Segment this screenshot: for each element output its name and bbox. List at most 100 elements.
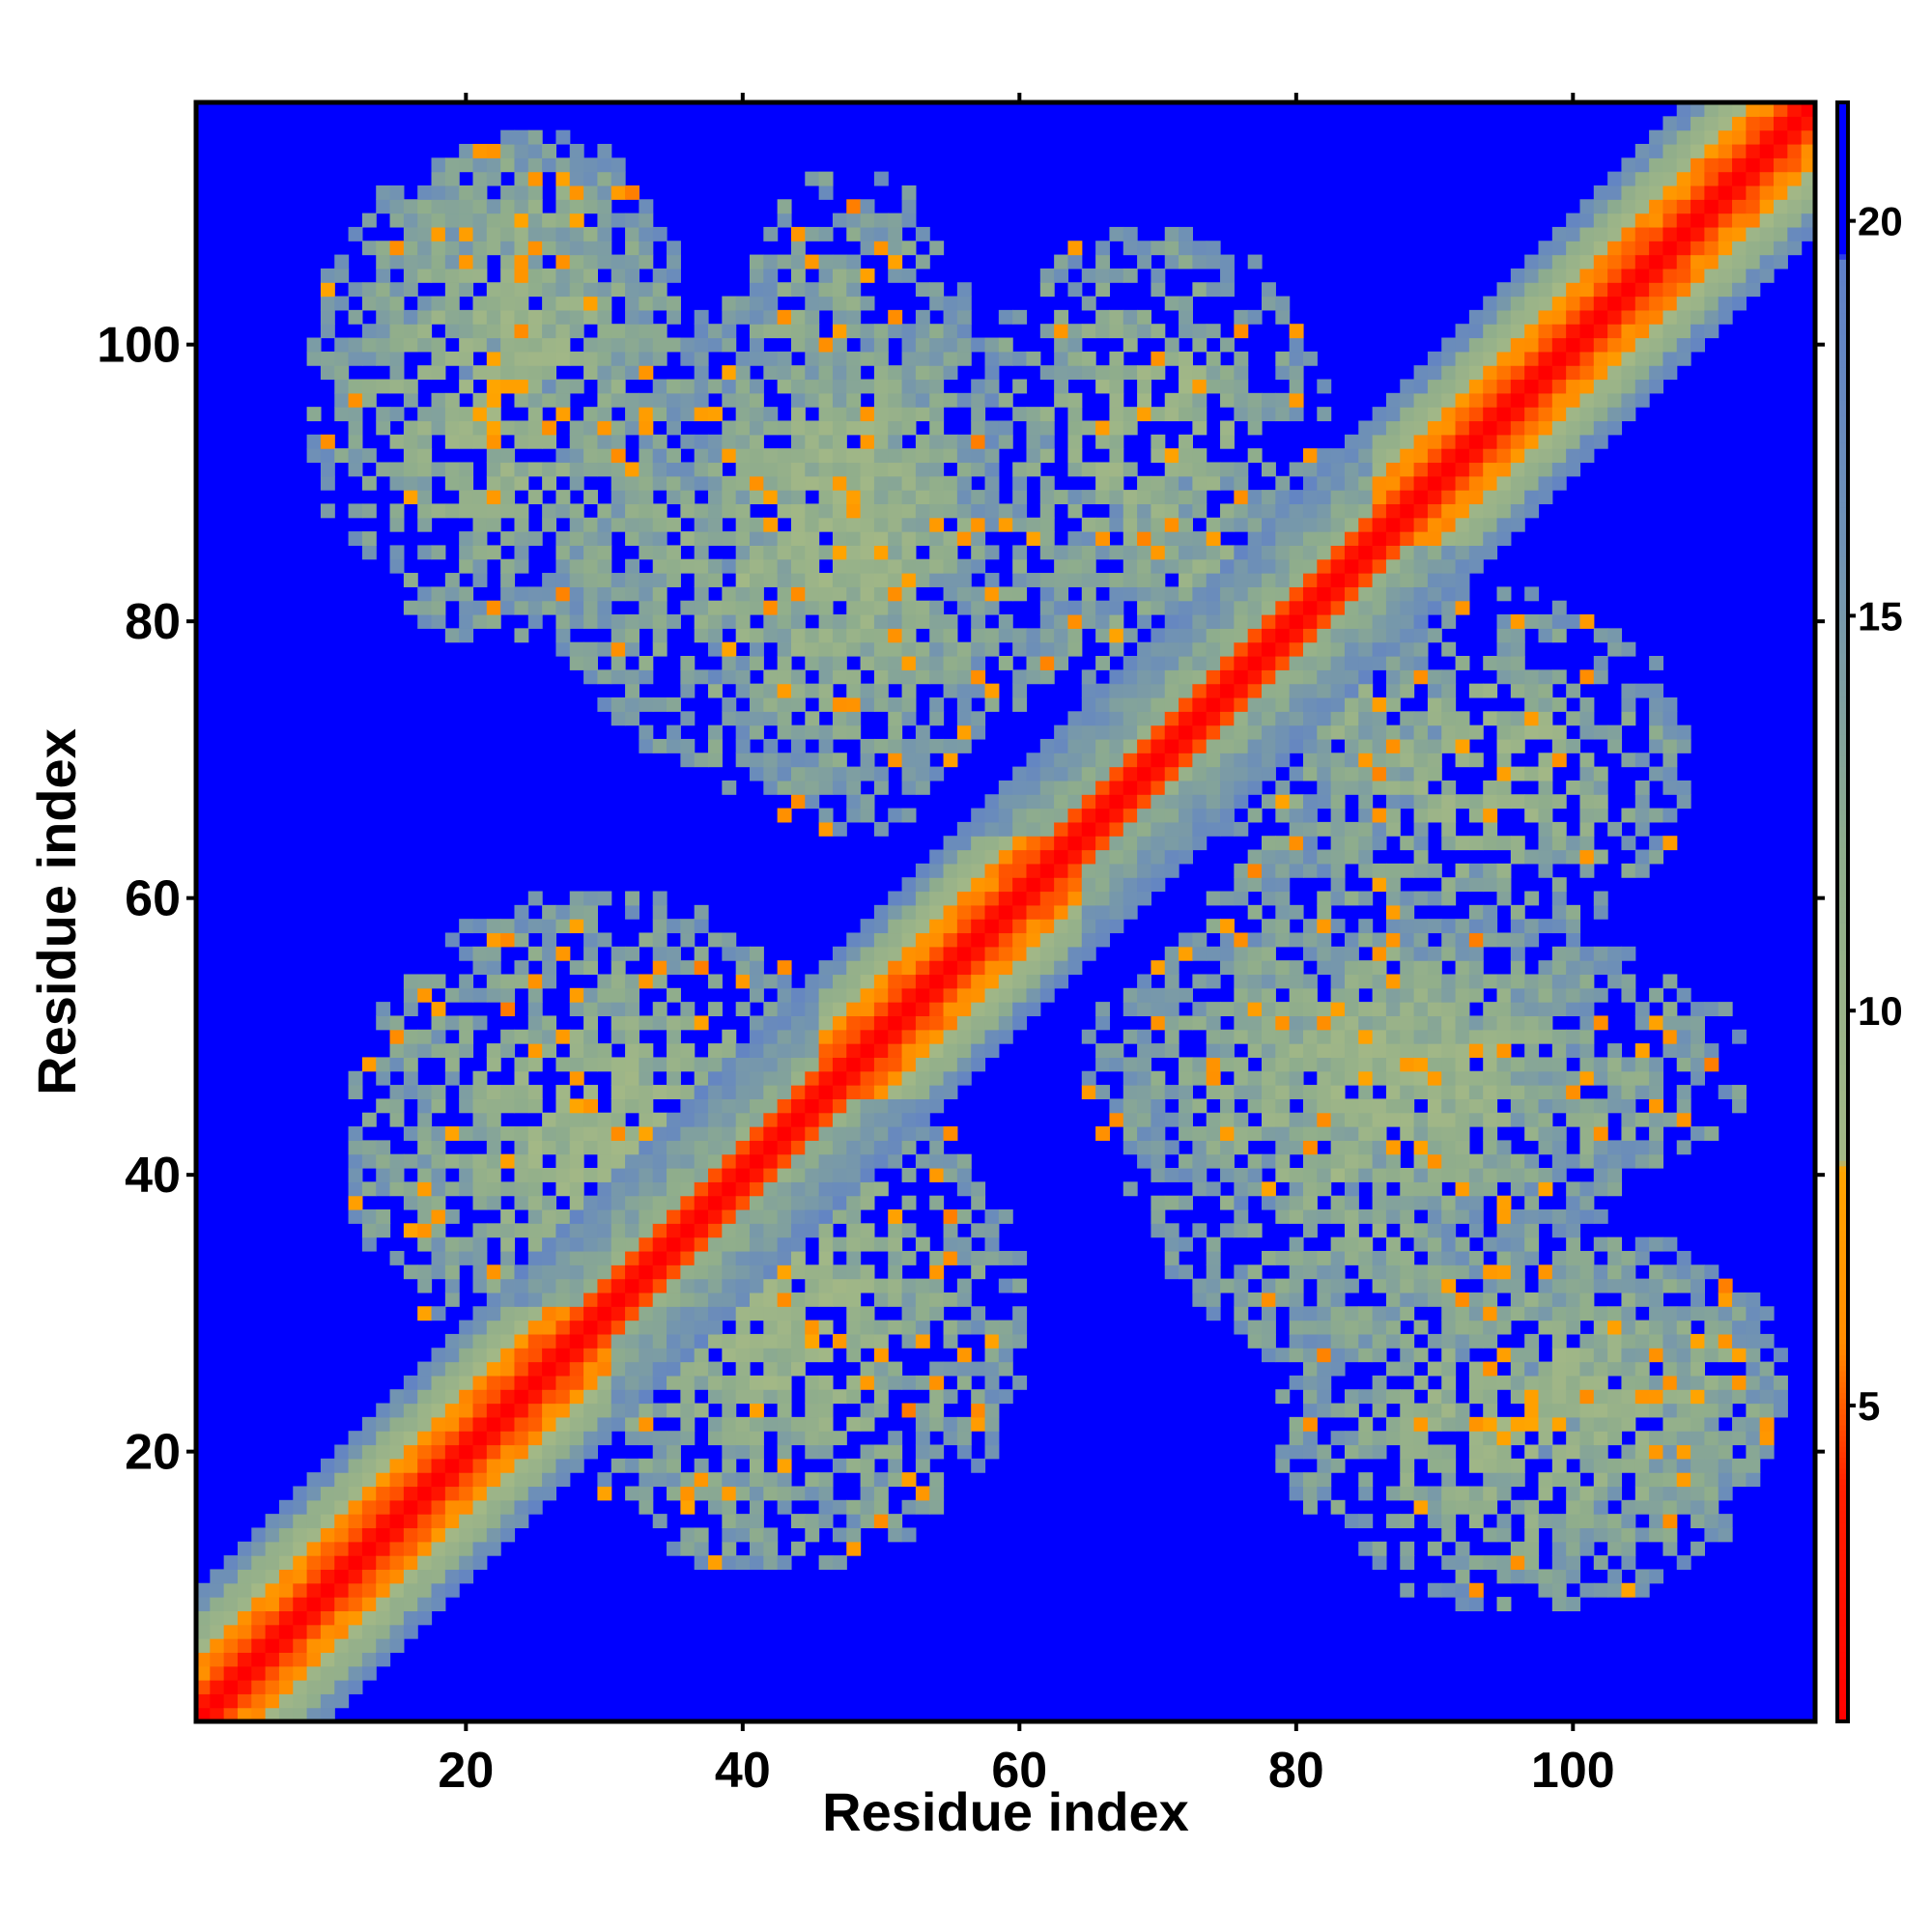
heatmap-cell <box>1081 711 1096 726</box>
heatmap-cell <box>1358 683 1374 698</box>
heatmap-cell <box>417 1610 433 1626</box>
heatmap-cell <box>527 379 543 394</box>
heatmap-cell <box>1012 586 1028 602</box>
heatmap-cell <box>680 490 696 505</box>
heatmap-cell <box>334 1610 350 1626</box>
heatmap-cell <box>915 379 930 394</box>
heatmap-cell <box>542 1168 557 1182</box>
heatmap-cell <box>1427 351 1442 366</box>
heatmap-cell <box>514 1403 529 1418</box>
heatmap-cell <box>956 448 972 464</box>
heatmap-cell <box>749 490 764 505</box>
heatmap-cell <box>417 1085 433 1099</box>
heatmap-cell <box>1344 753 1359 768</box>
heatmap-cell <box>569 1403 584 1418</box>
heatmap-cell <box>790 282 806 298</box>
heatmap-cell <box>597 503 612 519</box>
heatmap-cell <box>500 1333 516 1349</box>
heatmap-cell <box>722 503 737 519</box>
heatmap-cell <box>1151 669 1166 685</box>
heatmap-cell <box>1137 821 1152 837</box>
heatmap-cell <box>667 1015 681 1031</box>
heatmap-cell <box>1275 1070 1291 1086</box>
heatmap-cell <box>1262 987 1276 1003</box>
heatmap-cell <box>1372 946 1387 961</box>
heatmap-cell <box>1122 738 1138 753</box>
heatmap-cell <box>417 268 433 283</box>
heatmap-cell <box>639 337 654 353</box>
heatmap-cell <box>1012 849 1028 865</box>
heatmap-cell <box>1109 794 1124 810</box>
heatmap-cell <box>251 1527 267 1543</box>
heatmap-cell <box>639 1292 654 1307</box>
heatmap-cell <box>901 1320 917 1335</box>
heatmap-cell <box>860 1486 875 1501</box>
heatmap-cell <box>1262 960 1276 976</box>
heatmap-cell <box>1192 1292 1208 1307</box>
heatmap-cell <box>1164 545 1179 560</box>
heatmap-cell <box>1151 628 1166 643</box>
heatmap-cell <box>888 1278 903 1293</box>
heatmap-cell <box>984 1333 1000 1349</box>
heatmap-cell <box>1317 1486 1332 1501</box>
heatmap-cell <box>1054 268 1069 283</box>
heatmap-cell <box>459 282 474 298</box>
heatmap-cell <box>459 337 474 353</box>
heatmap-cell <box>417 490 433 505</box>
heatmap-cell <box>832 1126 847 1141</box>
heatmap-cell <box>749 1527 764 1543</box>
heatmap-cell <box>763 407 779 422</box>
heatmap-cell <box>320 1472 335 1488</box>
heatmap-cell <box>1095 753 1111 768</box>
heatmap-cell <box>1137 241 1152 256</box>
heatmap-cell <box>403 462 418 477</box>
heatmap-cell <box>583 462 599 477</box>
heatmap-cell <box>417 407 433 422</box>
heatmap-cell <box>1081 932 1096 948</box>
heatmap-cell <box>818 1472 834 1488</box>
heatmap-cell <box>459 1555 474 1571</box>
heatmap-cell <box>749 655 764 670</box>
heatmap-cell <box>1400 766 1415 781</box>
heatmap-cell <box>1234 738 1249 753</box>
heatmap-cell <box>1012 351 1028 366</box>
heatmap-cell <box>417 1444 433 1460</box>
heatmap-cell <box>527 1208 543 1224</box>
heatmap-cell <box>625 420 639 436</box>
heatmap-cell <box>569 586 584 602</box>
heatmap-cell <box>403 1569 418 1584</box>
heatmap-cell <box>1427 794 1442 810</box>
heatmap-cell <box>1012 1015 1028 1031</box>
heatmap-cell <box>943 1002 958 1017</box>
heatmap-cell <box>1289 1250 1304 1265</box>
heatmap-cell <box>472 1555 488 1571</box>
heatmap-cell <box>1179 600 1193 615</box>
heatmap-cell <box>680 1292 696 1307</box>
heatmap-cell <box>1192 282 1208 298</box>
heatmap-cell <box>1330 1250 1346 1265</box>
heatmap-cell <box>1026 891 1041 906</box>
heatmap-cell <box>472 1195 488 1210</box>
heatmap-cell <box>1400 891 1415 906</box>
heatmap-cell <box>1026 448 1041 464</box>
heatmap-cell <box>486 600 501 615</box>
heatmap-cell <box>998 1333 1013 1349</box>
heatmap-cell <box>915 1057 930 1072</box>
heatmap-cell <box>652 600 668 615</box>
heatmap-cell <box>569 531 584 546</box>
heatmap-cell <box>639 1403 654 1418</box>
heatmap-cell <box>625 213 639 228</box>
heatmap-cell <box>1441 1472 1457 1488</box>
heatmap-cell <box>527 241 543 256</box>
heatmap-cell <box>555 157 571 173</box>
heatmap-cell <box>832 1070 847 1086</box>
heatmap-cell <box>777 1361 792 1377</box>
heatmap-cell <box>652 1140 668 1155</box>
heatmap-cell <box>667 1361 681 1377</box>
heatmap-cell <box>846 213 862 228</box>
heatmap-cell <box>320 296 335 311</box>
heatmap-cell <box>444 1431 460 1446</box>
heatmap-cell <box>278 1624 294 1639</box>
heatmap-cell <box>1302 1015 1318 1031</box>
heatmap-cell <box>1067 337 1083 353</box>
